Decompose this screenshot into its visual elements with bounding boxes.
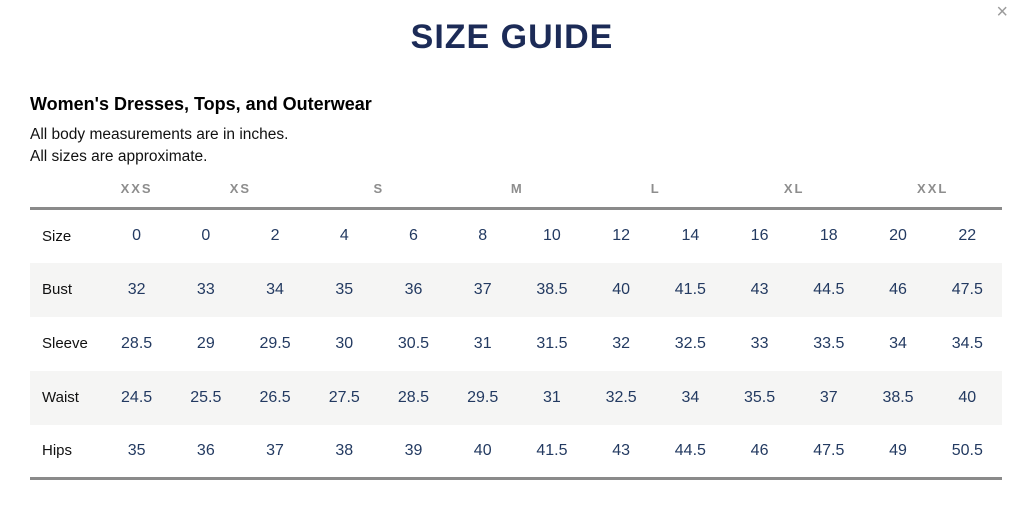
size-value: 37 [266, 441, 284, 459]
size-value: 31 [473, 334, 492, 352]
size-value: 35.5 [744, 388, 776, 406]
size-value: 4 [339, 227, 349, 245]
size-group-header-row: XXS XS S M L XL XXL [30, 181, 1002, 209]
size-value: 22 [958, 227, 977, 245]
size-value: 20 [889, 227, 907, 245]
size-group-header-xxl: XXL [917, 181, 949, 196]
size-value: 27.5 [328, 388, 360, 406]
row-label: Sleeve [42, 335, 88, 352]
size-value: 0 [132, 227, 142, 245]
size-value: 40 [612, 280, 631, 298]
size-value: 29.5 [259, 334, 291, 352]
size-value: 14 [681, 227, 700, 245]
size-value: 38.5 [882, 388, 914, 406]
size-group-header-xs: XS [229, 181, 252, 196]
size-value: 31 [543, 388, 561, 406]
size-value: 44.5 [813, 280, 845, 298]
size-group-header-xxs: XXS [120, 181, 153, 196]
size-value: 41.5 [674, 280, 706, 298]
size-value: 6 [409, 227, 418, 245]
size-value: 30.5 [397, 334, 430, 352]
size-value: 10 [543, 227, 561, 245]
size-value: 33 [750, 334, 769, 352]
size-value: 50.5 [951, 441, 983, 459]
size-value: 28.5 [397, 388, 430, 406]
table-row-hips: Hips 35 36 37 38 39 40 41.5 43 44.5 46 47.5 49 50.5 [30, 425, 1002, 479]
size-group-header-spacer [30, 181, 102, 209]
size-value: 37 [473, 280, 492, 298]
size-value: 38.5 [536, 280, 568, 298]
size-value: 34 [266, 280, 284, 298]
note-measurements: All body measurements are in inches. [30, 126, 289, 143]
size-value: 37 [819, 388, 838, 406]
size-value: 44.5 [674, 441, 706, 459]
size-group-header-m: M [510, 181, 524, 196]
size-value: 32.5 [674, 334, 706, 352]
size-value: 31.5 [536, 334, 568, 352]
size-value: 29.5 [467, 388, 499, 406]
size-value: 2 [270, 227, 280, 245]
size-value: 30 [335, 334, 354, 352]
note-approximate: All sizes are approximate. [30, 148, 208, 165]
size-group-header-xl: XL [783, 181, 805, 196]
size-value: 35 [127, 441, 146, 459]
row-label: Size [42, 227, 72, 245]
table-row-waist: Waist 24.5 25.5 26.5 27.5 28.5 29.5 31 32.5 34 35.… [30, 370, 1002, 425]
size-value: 12 [612, 227, 631, 245]
size-value: 33.5 [813, 334, 845, 352]
size-value: 24.5 [121, 388, 153, 406]
size-value: 46 [750, 441, 769, 459]
size-table-body: Size 0 0 2 4 6 8 10 12 14 16 18 20 22 Bust 32 33 34 35 36 37… [30, 209, 1002, 479]
size-group-header-s: S [373, 181, 385, 196]
size-value: 38 [335, 441, 354, 459]
size-value: 49 [889, 441, 907, 459]
row-label: Waist [42, 389, 79, 406]
size-value: 0 [201, 227, 211, 245]
size-value: 41.5 [536, 441, 568, 459]
size-value: 36 [196, 441, 215, 459]
size-value: 25.5 [190, 388, 222, 406]
size-value: 40 [473, 441, 492, 459]
section-heading: Women's Dresses, Tops, and Outerwear [30, 94, 372, 114]
size-value: 34 [889, 334, 907, 352]
size-chart-table: XXS XS S M L XL XXL Size 0 0 2 4 6 8 10 12 14 16 18 20 22 Bu… [30, 181, 1002, 480]
close-icon[interactable]: × [992, 0, 1012, 24]
size-value: 43 [612, 441, 631, 459]
size-value: 47.5 [951, 280, 983, 298]
size-value: 18 [819, 227, 838, 245]
size-value: 40 [958, 388, 977, 406]
table-row-size: Size 0 0 2 4 6 8 10 12 14 16 18 20 22 [30, 209, 1002, 263]
size-value: 34 [681, 388, 700, 406]
size-value: 16 [750, 227, 769, 245]
size-value: 34.5 [951, 334, 983, 352]
size-value: 26.5 [259, 388, 291, 406]
row-label: Bust [42, 281, 73, 298]
size-value: 33 [196, 280, 215, 298]
size-value: 39 [404, 441, 423, 459]
size-value: 35 [335, 280, 354, 298]
table-row-sleeve: Sleeve 28.5 29 29.5 30 30.5 31 31.5 32 32.5 33 33.5… [30, 317, 1002, 371]
size-value: 32.5 [605, 388, 637, 406]
size-group-header-l: L [650, 181, 661, 196]
size-value: 32 [127, 280, 146, 298]
size-value: 29 [196, 334, 215, 352]
size-value: 8 [478, 227, 488, 245]
table-row-bust: Bust 32 33 34 35 36 37 38.5 40 41.5 43 44.5 46 47.5 [30, 262, 1002, 317]
size-value: 47.5 [813, 441, 845, 459]
size-value: 43 [750, 280, 769, 298]
size-value: 46 [889, 280, 907, 298]
page-title: SIZE GUIDE [410, 18, 614, 56]
row-label: Hips [42, 442, 73, 460]
size-value: 36 [404, 280, 423, 298]
size-value: 32 [612, 334, 631, 352]
size-value: 28.5 [121, 334, 153, 352]
